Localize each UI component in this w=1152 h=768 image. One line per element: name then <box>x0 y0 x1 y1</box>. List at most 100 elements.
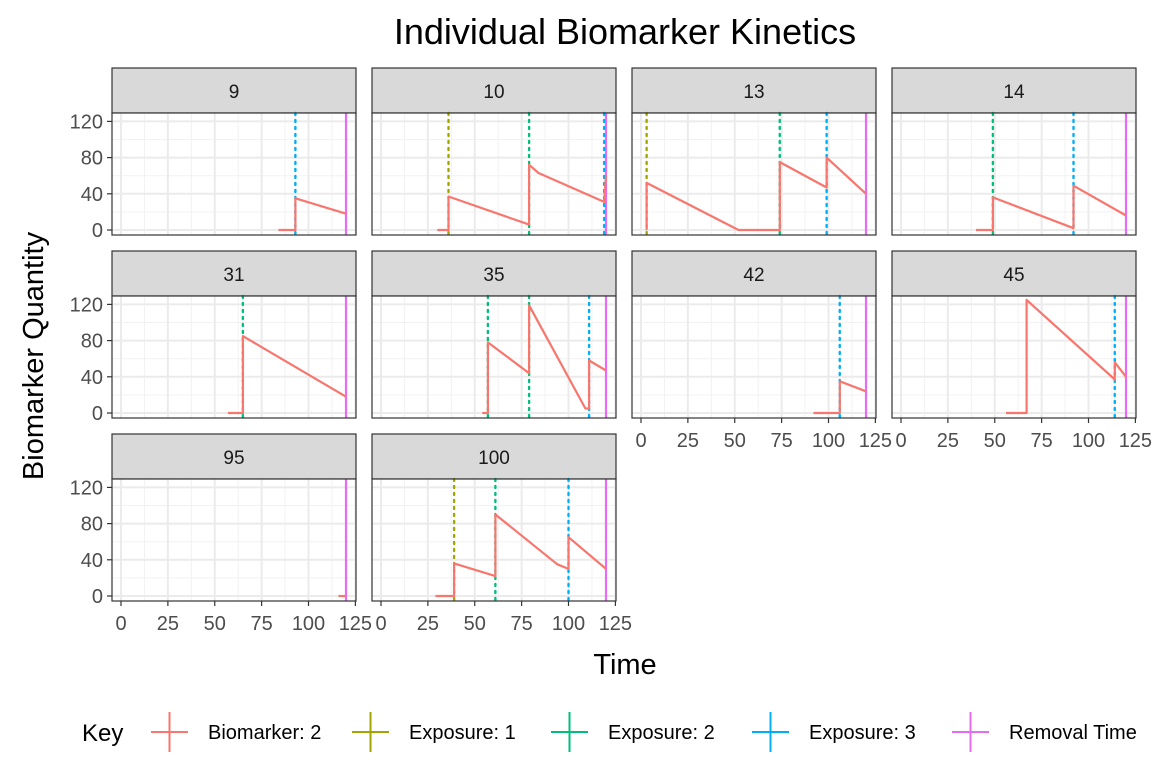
facet-strip <box>371 250 617 297</box>
facet-panel: 10 <box>371 67 617 237</box>
y-tick-label: 120 <box>70 111 103 133</box>
legend-item: Biomarker: 2 <box>151 712 321 752</box>
x-tick-label: 125 <box>599 613 632 635</box>
y-tick-label: 0 <box>92 220 103 242</box>
panel-background <box>112 479 356 601</box>
panel-border <box>891 295 1137 419</box>
facet-strip <box>371 67 617 114</box>
legend-label: Exposure: 3 <box>809 722 916 744</box>
x-tick-label: 25 <box>157 613 179 635</box>
facet-panel: 95 0 40 80 120 0 25 50 75 100 125 <box>70 433 372 635</box>
facet-strip-label: 9 <box>229 82 240 103</box>
y-axis-label: Biomarker Quantity <box>18 231 50 480</box>
facet-strip <box>111 250 357 297</box>
x-tick-label: 75 <box>511 613 533 635</box>
x-tick-label: 0 <box>375 613 386 635</box>
y-tick-label: 0 <box>92 586 103 608</box>
panel-border <box>631 112 877 236</box>
legend-item: Exposure: 2 <box>551 712 715 752</box>
x-tick-label: 25 <box>937 430 959 452</box>
x-tick-label: 125 <box>339 613 372 635</box>
legend-label: Biomarker: 2 <box>208 722 321 744</box>
facet-strip <box>371 433 617 480</box>
panel-background <box>892 296 1136 418</box>
x-tick-label: 50 <box>204 613 226 635</box>
facet-strip <box>631 250 877 297</box>
facet-strip <box>631 67 877 114</box>
y-tick-label: 120 <box>70 477 103 499</box>
biomarker-line <box>227 335 347 415</box>
facet-panels: 9 0 40 80 120 10 13 14 31 0 40 80 120 35 42 0 25 50 75 100 1… <box>70 67 1152 635</box>
x-tick-label: 125 <box>859 430 892 452</box>
facet-strip <box>111 433 357 480</box>
panel-background <box>632 113 876 235</box>
panel-border <box>631 295 877 419</box>
facet-strip-label: 14 <box>1003 82 1025 103</box>
facet-strip-label: 100 <box>478 448 510 469</box>
biomarker-line <box>278 197 347 232</box>
facet-panel: 31 0 40 80 120 <box>70 250 357 425</box>
panel-background <box>892 113 1136 235</box>
panel-background <box>632 296 876 418</box>
x-tick-label: 100 <box>552 613 585 635</box>
y-tick-label: 80 <box>81 148 103 170</box>
panel-border <box>371 478 617 602</box>
facet-strip-label: 31 <box>223 265 244 286</box>
panel-background <box>372 113 616 235</box>
biomarker-line <box>645 156 867 232</box>
x-tick-label: 25 <box>677 430 699 452</box>
x-tick-label: 100 <box>1072 430 1105 452</box>
panel-border <box>891 112 1137 236</box>
facet-panel: 100 0 25 50 75 100 125 <box>371 433 632 635</box>
y-tick-label: 40 <box>81 550 103 572</box>
chart-title: Individual Biomarker Kinetics <box>394 11 856 52</box>
facet-strip-label: 13 <box>743 82 764 103</box>
facet-strip <box>111 67 357 114</box>
x-axis-label: Time <box>593 649 656 681</box>
x-tick-label: 100 <box>292 613 325 635</box>
x-tick-label: 0 <box>895 430 906 452</box>
panel-background <box>112 113 356 235</box>
y-tick-label: 80 <box>81 514 103 536</box>
y-tick-label: 80 <box>81 331 103 353</box>
biomarker-line <box>435 513 607 598</box>
panel-border <box>111 112 357 236</box>
facet-strip <box>891 250 1137 297</box>
legend-label: Exposure: 1 <box>409 722 516 744</box>
facet-panel: 45 0 25 50 75 100 125 <box>891 250 1152 452</box>
legend: Key Biomarker: 2 Exposure: 1 Exposure: 2 Exp… <box>82 712 1137 752</box>
facet-panel: 14 <box>891 67 1137 237</box>
panel-border <box>371 112 617 236</box>
x-tick-label: 75 <box>1031 430 1053 452</box>
x-tick-label: 75 <box>251 613 273 635</box>
facet-panel: 13 <box>631 67 877 237</box>
legend-label: Removal Time <box>1009 722 1137 744</box>
x-tick-label: 50 <box>464 613 486 635</box>
x-tick-label: 75 <box>771 430 793 452</box>
facet-strip-label: 10 <box>483 82 504 103</box>
panel-background <box>112 296 356 418</box>
x-tick-label: 0 <box>635 430 646 452</box>
y-tick-label: 120 <box>70 294 103 316</box>
legend-label: Exposure: 2 <box>608 722 715 744</box>
biomarker-line <box>1006 298 1127 415</box>
panel-background <box>372 479 616 601</box>
legend-title: Key <box>82 720 123 747</box>
panel-background <box>372 296 616 418</box>
biomarker-line <box>482 304 607 415</box>
facet-strip-label: 95 <box>223 448 244 469</box>
y-tick-label: 0 <box>92 403 103 425</box>
biomarker-line <box>437 163 608 232</box>
facet-panel: 35 <box>371 250 617 420</box>
facet-panel: 9 0 40 80 120 <box>70 67 357 242</box>
panel-border <box>111 478 357 602</box>
facet-strip-label: 42 <box>743 265 764 286</box>
x-tick-label: 0 <box>115 613 126 635</box>
biomarker-line <box>976 184 1127 232</box>
legend-item: Exposure: 3 <box>752 712 916 752</box>
y-tick-label: 40 <box>81 184 103 206</box>
y-tick-label: 40 <box>81 367 103 389</box>
panel-border <box>111 295 357 419</box>
x-tick-label: 100 <box>812 430 845 452</box>
